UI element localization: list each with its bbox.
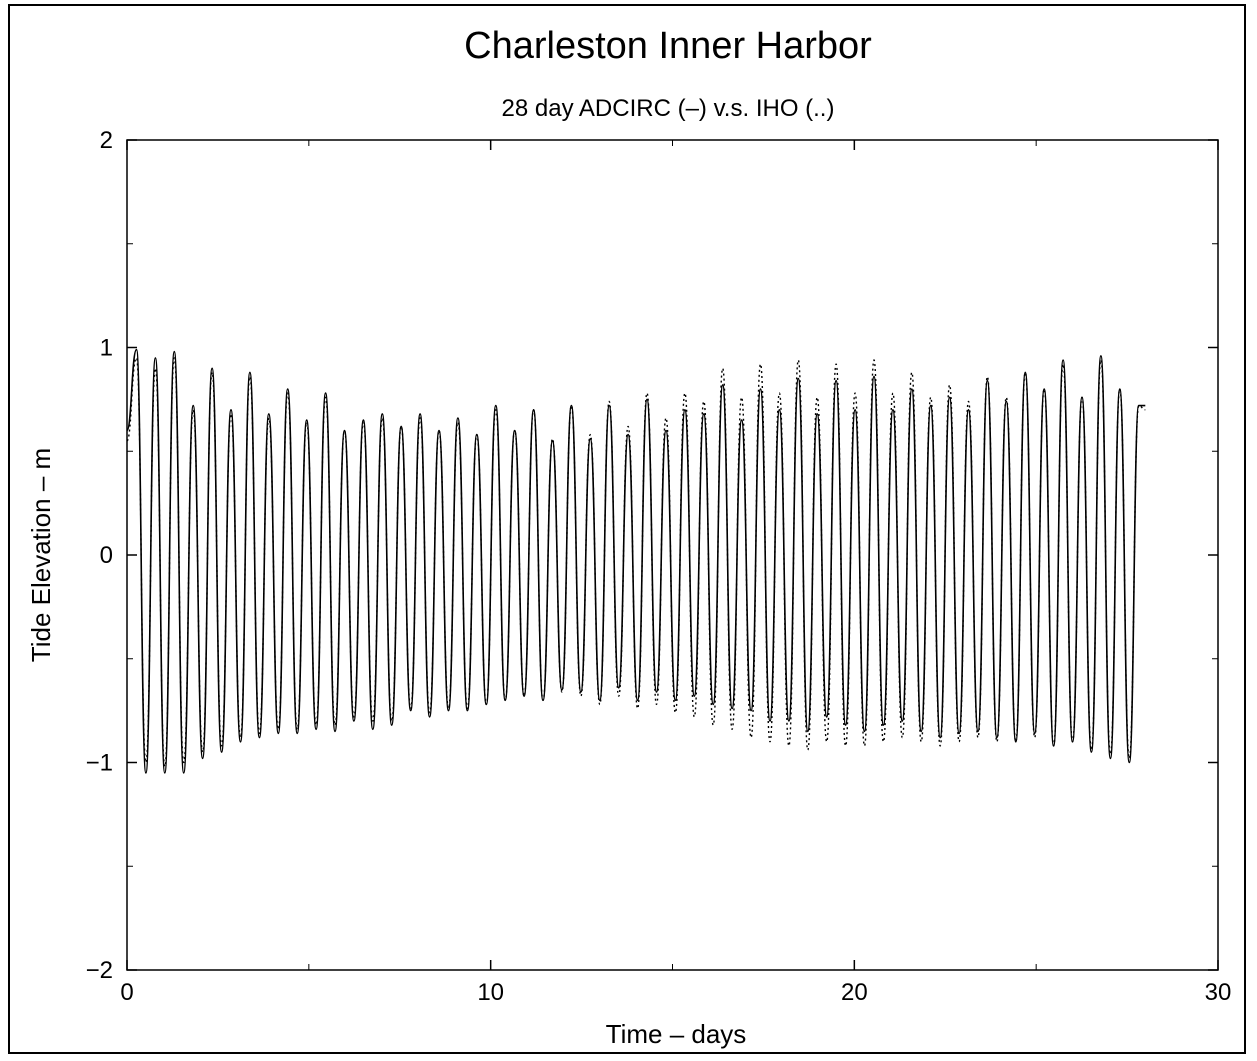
x-tick-label: 20 <box>841 979 868 1006</box>
chart-title: Charleston Inner Harbor <box>464 25 872 67</box>
y-axis-label: Tide Elevation – m <box>26 448 56 662</box>
x-tick-label: 10 <box>477 979 504 1006</box>
y-tick-label: −1 <box>86 750 113 777</box>
x-axis-label: Time – days <box>606 1019 747 1049</box>
x-tick-label: 30 <box>1205 979 1232 1006</box>
series-line-iho <box>126 357 1146 768</box>
plot-area <box>126 348 1146 774</box>
series-line-adcirc <box>126 348 1146 774</box>
plot-border <box>126 139 1219 971</box>
y-tick-label: −2 <box>86 957 113 984</box>
chart-subtitle: 28 day ADCIRC (–) v.s. IHO (..) <box>502 95 835 122</box>
y-tick-label: 1 <box>100 335 113 362</box>
y-tick-label: 0 <box>100 542 113 569</box>
y-tick-label: 2 <box>100 127 113 154</box>
x-tick-label: 0 <box>120 979 133 1006</box>
axis-ticks: 0 10 20 30 −2 −1 0 1 2 <box>86 127 1232 1006</box>
